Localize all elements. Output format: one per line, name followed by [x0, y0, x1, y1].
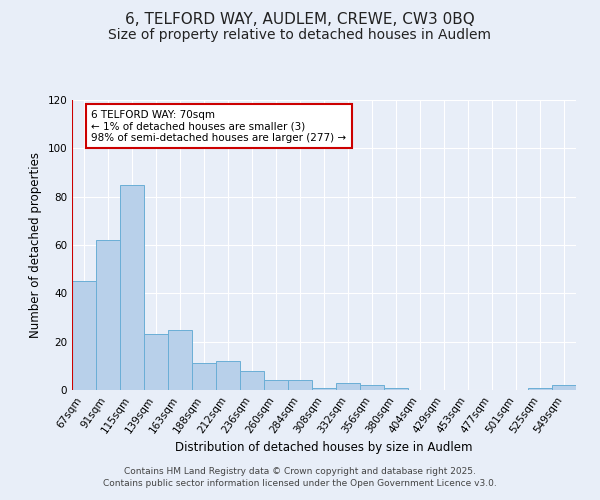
- Bar: [360, 385, 384, 390]
- Bar: [288, 380, 312, 390]
- Bar: [552, 385, 576, 390]
- Text: 6, TELFORD WAY, AUDLEM, CREWE, CW3 0BQ: 6, TELFORD WAY, AUDLEM, CREWE, CW3 0BQ: [125, 12, 475, 28]
- Text: Size of property relative to detached houses in Audlem: Size of property relative to detached ho…: [109, 28, 491, 42]
- Bar: [120, 184, 144, 390]
- Bar: [384, 388, 408, 390]
- Bar: [72, 281, 96, 390]
- Bar: [144, 334, 168, 390]
- Bar: [528, 388, 552, 390]
- Text: Contains HM Land Registry data © Crown copyright and database right 2025.
Contai: Contains HM Land Registry data © Crown c…: [103, 466, 497, 487]
- Y-axis label: Number of detached properties: Number of detached properties: [29, 152, 42, 338]
- Bar: [264, 380, 288, 390]
- Bar: [312, 388, 336, 390]
- X-axis label: Distribution of detached houses by size in Audlem: Distribution of detached houses by size …: [175, 440, 473, 454]
- Text: 6 TELFORD WAY: 70sqm
← 1% of detached houses are smaller (3)
98% of semi-detache: 6 TELFORD WAY: 70sqm ← 1% of detached ho…: [91, 110, 346, 143]
- Bar: [192, 364, 216, 390]
- Bar: [216, 361, 240, 390]
- Bar: [96, 240, 120, 390]
- Bar: [336, 383, 360, 390]
- Bar: [240, 370, 264, 390]
- Bar: [168, 330, 192, 390]
